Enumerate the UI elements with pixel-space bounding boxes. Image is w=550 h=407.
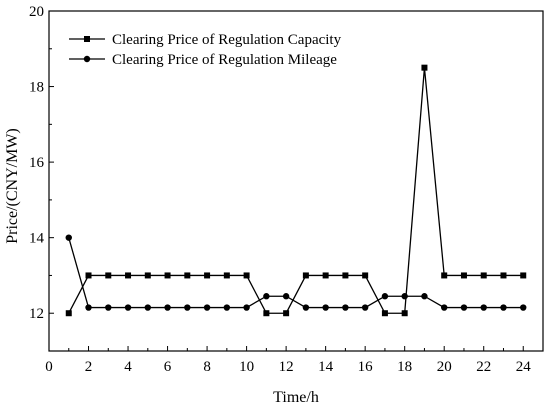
x-tick-label: 6 [164,359,172,375]
series-2 [65,234,527,311]
x-tick-label: 14 [318,359,334,375]
y-tick-label: 14 [29,231,45,247]
x-tick-label: 2 [85,359,93,375]
y-axis: 12 14 16 18 20 [29,4,54,352]
data-point [500,272,507,279]
x-tick-label: 4 [124,359,132,375]
data-point [164,304,171,311]
x-tick-label: 22 [476,359,491,375]
data-point [243,272,250,279]
data-point [283,310,290,317]
data-point [480,272,487,279]
data-point [204,272,211,279]
data-point [381,293,389,300]
data-point [144,304,151,311]
legend-marker [84,36,90,42]
data-point [302,304,310,311]
series-1 [65,64,527,317]
legend-label: Clearing Price of Regulation Capacity [112,32,342,48]
data-point [125,272,132,279]
x-tick-label: 18 [397,359,412,375]
data-point [480,304,487,311]
x-tick-label: 8 [203,359,211,375]
data-point [223,304,231,311]
data-point [85,304,92,311]
data-point [85,272,92,279]
data-point [361,304,369,311]
data-point [124,304,132,311]
data-point [105,304,112,311]
data-point [401,293,408,300]
data-point [223,272,230,279]
data-point [520,304,527,311]
y-tick-label: 20 [29,4,44,20]
data-point [362,272,369,279]
data-point [184,304,191,311]
data-point [500,304,507,311]
legend-marker [83,55,91,63]
data-point [520,272,527,279]
data-point [302,272,309,279]
data-point [263,310,270,317]
data-point [184,272,191,279]
x-tick-label: 12 [279,359,294,375]
data-point [65,310,72,317]
data-point [441,304,448,311]
x-axis-title: Time/h [273,389,319,406]
data-point [144,272,151,279]
data-point [164,272,171,279]
data-point [381,310,388,317]
y-tick-label: 18 [29,80,44,96]
x-tick-label: 24 [516,359,532,375]
data-point [421,64,428,71]
data-point [441,272,448,279]
x-tick-label: 20 [437,359,452,375]
data-point [203,304,211,311]
x-tick-label: 0 [45,359,53,375]
plot-frame [48,10,544,352]
data-point [105,272,112,279]
data-point [342,272,349,279]
y-tick-label: 16 [29,155,45,171]
plot-area [48,10,544,352]
x-tick-label: 10 [239,359,254,375]
series-line [68,67,524,314]
legend-label: Clearing Price of Regulation Mileage [112,52,337,68]
data-point [322,272,329,279]
x-axis: 0 2 4 6 8 10 12 14 16 18 20 22 24 [45,346,531,375]
data-point [401,310,408,317]
x-tick-label: 16 [358,359,374,375]
data-point [263,293,270,300]
data-point [342,304,349,311]
data-point [65,234,72,241]
series-line [68,237,524,309]
legend: Clearing Price of Regulation Capacity Cle… [69,32,342,68]
data-point [460,272,467,279]
series-layer [65,64,527,317]
y-axis-title: Price/(CNY/MW) [4,128,21,244]
data-point [421,293,428,300]
data-point [322,304,329,311]
data-point [460,304,468,311]
data-point [243,304,250,311]
data-point [282,293,290,300]
y-tick-label: 12 [29,306,44,322]
